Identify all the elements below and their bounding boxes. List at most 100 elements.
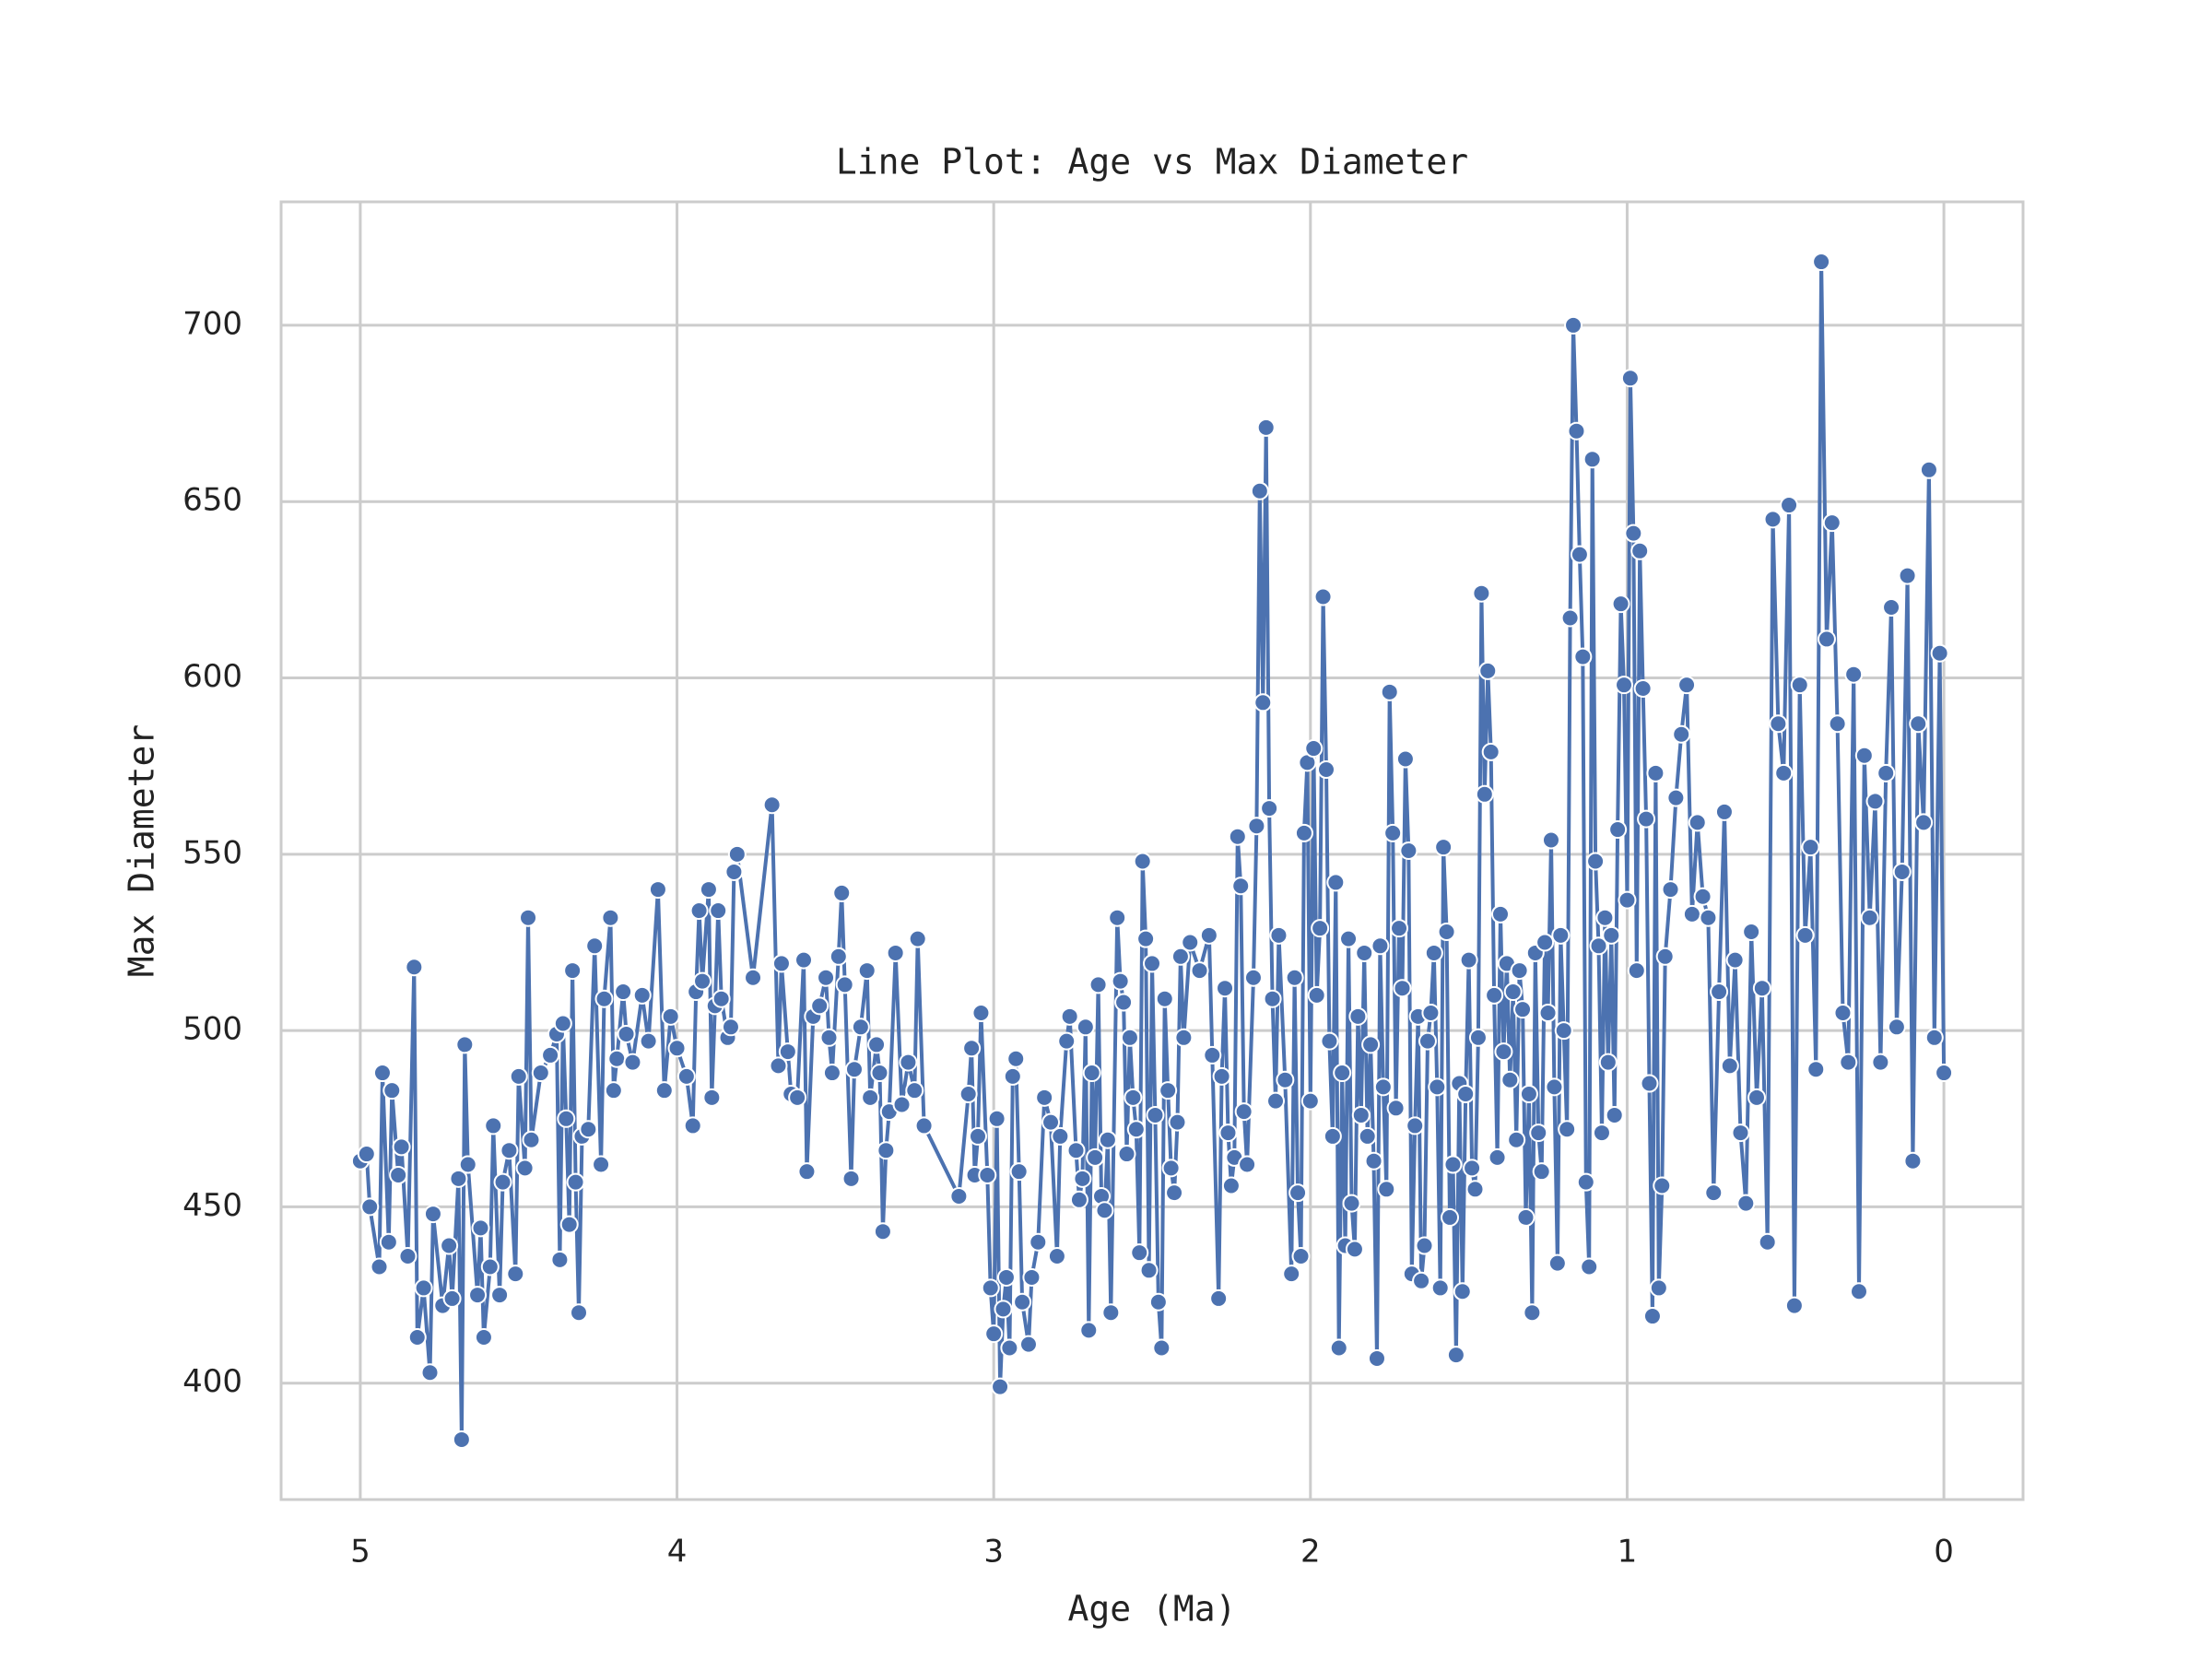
data-point [1377, 1180, 1396, 1199]
data-point [1503, 982, 1523, 1002]
data-point [1513, 1000, 1533, 1019]
y-tick-label: 650 [182, 482, 242, 519]
data-point [601, 908, 620, 927]
data-point [1152, 1338, 1171, 1358]
data-point [1126, 1120, 1146, 1139]
y-tick-label: 700 [182, 305, 242, 342]
data-point [1351, 1105, 1371, 1124]
data-point [1231, 877, 1251, 896]
data-point [398, 1247, 418, 1265]
data-point [1790, 676, 1809, 695]
data-point [1339, 929, 1359, 948]
data-point [1570, 545, 1589, 564]
data-point [788, 1088, 807, 1107]
data-point [794, 950, 813, 970]
data-point [1828, 714, 1847, 734]
data-point [1488, 1147, 1507, 1167]
data-point [1661, 880, 1680, 900]
data-point [1285, 968, 1304, 987]
data-point [1573, 647, 1593, 666]
data-point [1758, 1232, 1777, 1252]
data-point [1418, 1031, 1437, 1051]
data-point [769, 1056, 788, 1076]
data-point [905, 1081, 924, 1100]
data-point [541, 1045, 560, 1065]
data-point [509, 1066, 528, 1086]
data-point [1453, 1282, 1472, 1301]
data-point [370, 1257, 389, 1277]
data-point [1082, 1064, 1101, 1083]
data-point [1047, 1247, 1066, 1265]
data-point [873, 1222, 892, 1241]
data-point [1095, 1201, 1114, 1220]
data-point [1174, 1028, 1194, 1047]
data-point [899, 1053, 918, 1072]
data-point [423, 1205, 442, 1224]
x-tick-label: 5 [350, 1534, 371, 1571]
data-point [1618, 890, 1637, 910]
data-point [829, 947, 848, 966]
data-point [1247, 817, 1266, 836]
data-point [382, 1081, 402, 1100]
y-tick-label: 550 [182, 834, 242, 871]
x-tick-label: 3 [983, 1534, 1004, 1571]
data-point [1592, 1124, 1611, 1143]
data-point [1320, 1031, 1339, 1051]
data-point [1428, 1077, 1447, 1097]
data-point [1576, 1172, 1595, 1192]
data-point [1079, 1321, 1099, 1340]
data-point [908, 929, 927, 948]
data-point [1076, 1018, 1095, 1037]
data-point [1580, 1257, 1599, 1277]
data-point [1860, 908, 1879, 927]
data-point [1424, 943, 1443, 962]
data-point [452, 1430, 471, 1449]
data-point [1390, 919, 1409, 938]
data-point [1653, 1176, 1672, 1195]
data-point [1780, 496, 1799, 515]
data-point [1066, 1141, 1086, 1160]
data-point [1111, 971, 1130, 991]
data-point [1130, 1243, 1149, 1263]
data-point [458, 1155, 477, 1174]
data-point [744, 968, 763, 987]
data-point [1649, 1278, 1668, 1298]
data-point [991, 1377, 1010, 1396]
data-point [1699, 908, 1718, 927]
data-point [1714, 802, 1734, 821]
data-point [1041, 1112, 1061, 1132]
data-point [1430, 1278, 1450, 1298]
data-point [1098, 1130, 1117, 1149]
data-point [420, 1363, 440, 1382]
data-point [817, 968, 836, 987]
data-point [639, 1031, 658, 1051]
y-axis-label: Max Diameter [122, 724, 162, 978]
data-point [1260, 799, 1279, 818]
data-point [1117, 1145, 1136, 1164]
data-point [1551, 925, 1571, 945]
y-tick-label: 600 [182, 658, 242, 695]
data-point [1924, 1028, 1944, 1047]
data-point [654, 1081, 674, 1100]
data-point [1611, 594, 1630, 614]
data-point [709, 901, 728, 921]
data-point [1914, 813, 1934, 832]
data-point [949, 1186, 969, 1206]
data-point [1437, 923, 1456, 941]
data-point [592, 1155, 611, 1174]
data-point [1602, 925, 1621, 945]
data-point [667, 1039, 687, 1058]
data-point [1567, 421, 1586, 441]
data-point [810, 996, 830, 1016]
data-point [563, 961, 582, 981]
data-point [1120, 1028, 1139, 1047]
data-point [1018, 1335, 1038, 1354]
data-point [1806, 1060, 1826, 1079]
data-point [1000, 1338, 1019, 1358]
data-point [1253, 693, 1273, 712]
data-point [835, 975, 854, 994]
data-point [1355, 943, 1374, 962]
data-point [1136, 929, 1156, 948]
data-point [771, 954, 791, 973]
data-point [1535, 933, 1555, 952]
